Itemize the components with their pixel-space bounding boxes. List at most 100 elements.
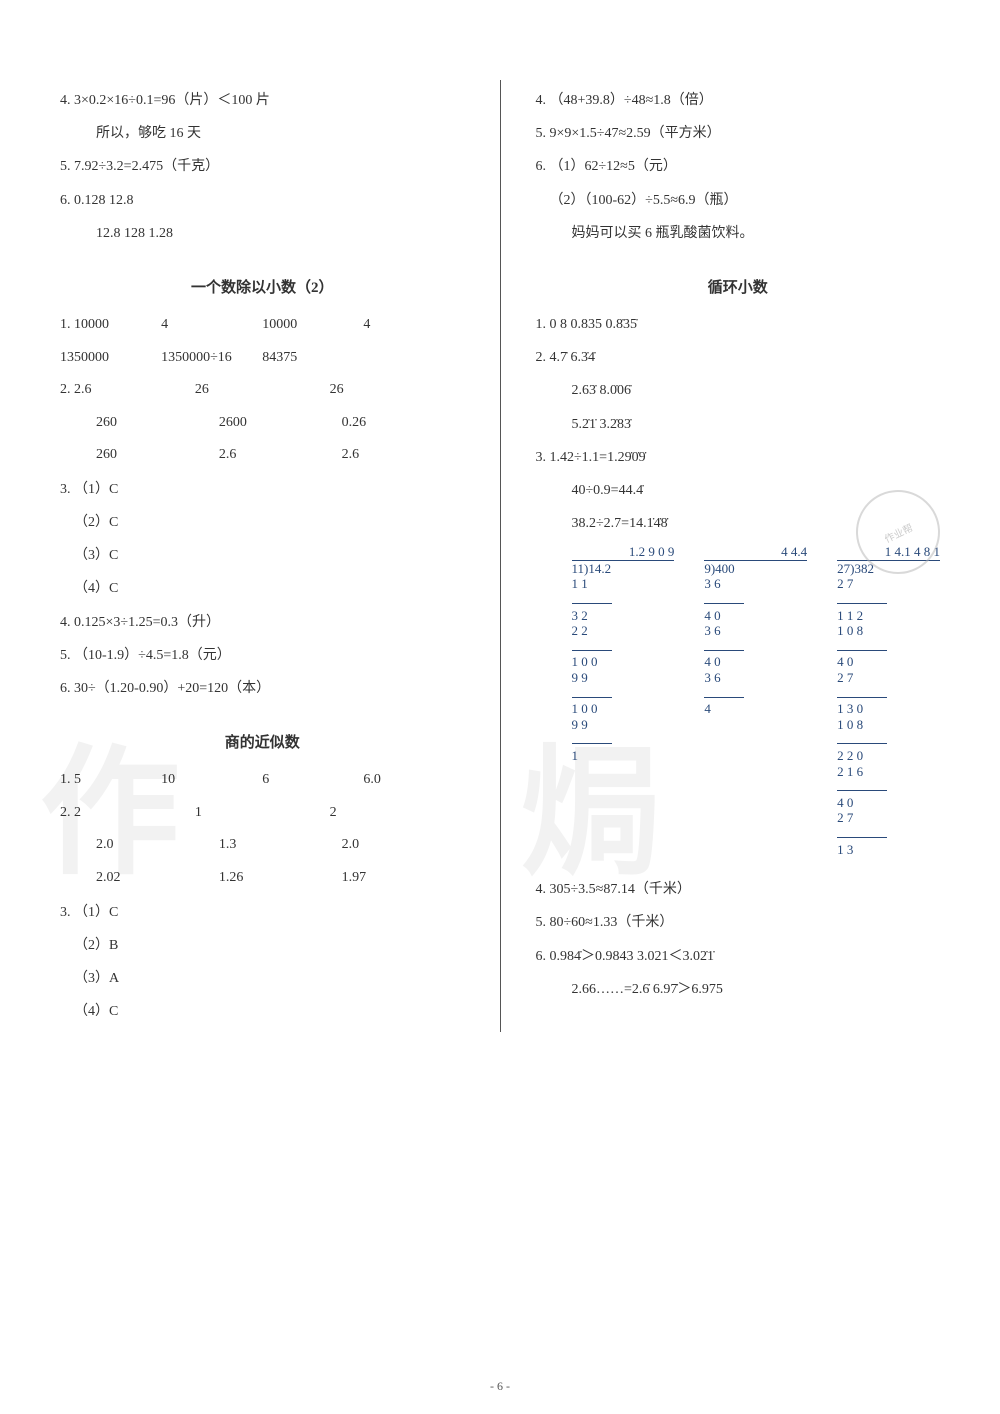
cell: 1. 5 <box>60 767 161 794</box>
work-row: 2 7 <box>837 810 940 826</box>
cell: 4 <box>161 312 262 339</box>
text-line: 5.2̇1̇ 3.2̇83̇ <box>536 412 941 437</box>
text-line: （3）A <box>60 966 465 991</box>
cell: 10000 <box>262 312 363 339</box>
page-container: 4. 3×0.2×16÷0.1=96（片）＜100 片 所以，够吃 16 天 5… <box>0 0 1000 1072</box>
work-row: 1 1 <box>572 576 675 592</box>
work-row: 2 2 0 <box>837 748 940 764</box>
division-head: 11)14.2 <box>572 561 675 577</box>
cell: 10 <box>161 767 262 794</box>
text-line: 2.66……=2.6̇ 6.97̇＞6.975 <box>536 977 941 1002</box>
cell: 260 <box>96 410 219 437</box>
work-row: 2 7 <box>837 670 940 686</box>
text-line: 2. 4.7̇ 6.3̇4̇ <box>536 345 941 370</box>
cell: 26 <box>195 377 330 404</box>
answer-row: 2.02 1.26 1.97 <box>60 865 465 892</box>
cell: 1. 10000 <box>60 312 161 339</box>
text-line: （4）C <box>60 576 465 601</box>
left-column: 4. 3×0.2×16÷0.1=96（片）＜100 片 所以，够吃 16 天 5… <box>60 80 465 1032</box>
text-line: 6. 0.984̇＞0.9843 3.021＜3.02̇1̇ <box>536 944 941 969</box>
cell: 1350000÷16 <box>161 345 262 372</box>
work-row: 9 9 <box>572 670 675 686</box>
text-line: （2）C <box>60 510 465 535</box>
column-divider <box>500 80 501 1032</box>
text-line: 6. 0.128 12.8 <box>60 188 465 213</box>
text-line: 5. （10-1.9）÷4.5=1.8（元） <box>60 643 465 668</box>
cell: 26 <box>330 377 465 404</box>
work-row: 4 0 <box>837 795 940 811</box>
work-row: 1 3 0 <box>837 701 940 717</box>
text-line: 4. （48+39.8）÷48≈1.8（倍） <box>536 88 941 113</box>
text-line: （2）（100-62）÷5.5≈6.9（瓶） <box>536 188 941 213</box>
section-title: 商的近似数 <box>60 731 465 752</box>
work-row: 4 <box>704 701 807 717</box>
cell: 2.6 <box>342 442 465 469</box>
long-division: 4 4.4 9)400 3 6 4 0 3 6 4 0 3 6 4 <box>704 544 807 857</box>
long-division: 1 4.1 4 8 1 27)382 2 7 1 1 2 1 0 8 4 0 2… <box>837 544 940 857</box>
cell: 2.0 <box>342 832 465 859</box>
text-line: （2）B <box>60 933 465 958</box>
cell <box>363 345 464 372</box>
text-line: 6. （1）62÷12≈5（元） <box>536 154 941 179</box>
text-line: 2.63̇ 8.0̇06̇ <box>536 378 941 403</box>
work-row: 1 1 2 <box>837 608 940 624</box>
work-row: 1 3 <box>837 842 940 858</box>
long-division: 1.2 9 0 9 11)14.2 1 1 3 2 2 2 1 0 0 9 9 … <box>572 544 675 857</box>
answer-row: 260 2600 0.26 <box>60 410 465 437</box>
quotient: 1 4.1 4 8 1 <box>837 544 940 561</box>
division-head: 9)400 <box>704 561 807 577</box>
work-row: 3 2 <box>572 608 675 624</box>
work-row: 1 0 0 <box>572 654 675 670</box>
text-line: 5. 9×9×1.5÷47≈2.59（平方米） <box>536 121 941 146</box>
work-row: 2 2 <box>572 623 675 639</box>
division-head: 27)382 <box>837 561 940 577</box>
work-row: 3 6 <box>704 576 807 592</box>
text-line: （3）C <box>60 543 465 568</box>
section-title: 循环小数 <box>536 276 941 297</box>
text-line: 4. 0.125×3÷1.25=0.3（升） <box>60 610 465 635</box>
cell: 2. 2 <box>60 800 195 827</box>
work-row: 1 <box>572 748 675 764</box>
text-line: 3. 1.42÷1.1=1.29̇0̇9̇ <box>536 445 941 470</box>
work-row: 4 0 <box>837 654 940 670</box>
cell: 260 <box>96 442 219 469</box>
text-line: 38.2÷2.7=14.1̇4̇8̇ <box>536 511 941 536</box>
section-title: 一个数除以小数（2） <box>60 276 465 297</box>
page-number: - 6 - <box>490 1379 510 1394</box>
text-line: （4）C <box>60 999 465 1024</box>
cell: 2.02 <box>96 865 219 892</box>
cell: 1350000 <box>60 345 161 372</box>
answer-row: 1. 5 10 6 6.0 <box>60 767 465 794</box>
cell: 0.26 <box>342 410 465 437</box>
work-row: 2 7 <box>837 576 940 592</box>
cell: 6.0 <box>363 767 464 794</box>
work-row: 1 0 8 <box>837 717 940 733</box>
quotient: 1.2 9 0 9 <box>572 544 675 561</box>
work-row: 2 1 6 <box>837 764 940 780</box>
text-line: 6. 30÷（1.20-0.90）+20=120（本） <box>60 676 465 701</box>
cell: 2. 2.6 <box>60 377 195 404</box>
work-row: 3 6 <box>704 670 807 686</box>
answer-row: 1. 10000 4 10000 4 <box>60 312 465 339</box>
text-line: 4. 3×0.2×16÷0.1=96（片）＜100 片 <box>60 88 465 113</box>
text-line: 40÷0.9=44.4̇ <box>536 478 941 503</box>
cell: 2.6 <box>219 442 342 469</box>
text-line: 12.8 128 1.28 <box>60 221 465 246</box>
cell: 2.0 <box>96 832 219 859</box>
text-line: 4. 305÷3.5≈87.14（千米） <box>536 877 941 902</box>
work-row: 4 0 <box>704 608 807 624</box>
text-line: 5. 7.92÷3.2=2.475（千克） <box>60 154 465 179</box>
text-line: 所以，够吃 16 天 <box>60 121 465 146</box>
text-line: 3. （1）C <box>60 477 465 502</box>
quotient: 4 4.4 <box>704 544 807 561</box>
text-line: 3. （1）C <box>60 900 465 925</box>
answer-row: 260 2.6 2.6 <box>60 442 465 469</box>
work-row: 4 0 <box>704 654 807 670</box>
text-line: 1. 0 8 0.835 0.8̇35̇ <box>536 312 941 337</box>
long-division-group: 1.2 9 0 9 11)14.2 1 1 3 2 2 2 1 0 0 9 9 … <box>572 544 941 857</box>
cell: 1.26 <box>219 865 342 892</box>
cell: 1.97 <box>342 865 465 892</box>
cell: 4 <box>363 312 464 339</box>
cell: 1 <box>195 800 330 827</box>
answer-row: 2.0 1.3 2.0 <box>60 832 465 859</box>
